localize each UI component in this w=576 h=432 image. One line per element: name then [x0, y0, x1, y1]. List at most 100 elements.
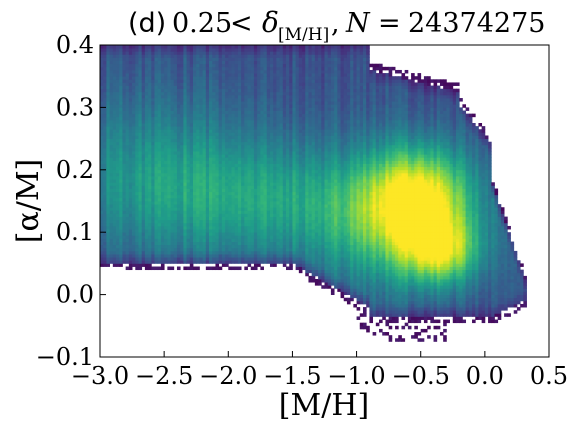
heatmap-cell	[292, 182, 297, 186]
heatmap-cell	[100, 219, 104, 224]
heatmap-cell	[167, 207, 171, 211]
heatmap-cell	[212, 85, 216, 90]
heatmap-cell	[282, 225, 287, 230]
heatmap-cell	[199, 138, 204, 143]
heatmap-cell	[176, 113, 181, 118]
heatmap-cell	[173, 160, 178, 164]
heatmap-cell	[151, 225, 155, 230]
heatmap-cell	[318, 194, 322, 199]
heatmap-cell	[100, 166, 104, 171]
heatmap-cell	[244, 88, 248, 93]
heatmap-cell	[321, 160, 325, 164]
heatmap-cell	[263, 225, 268, 230]
heatmap-cell	[125, 185, 130, 189]
heatmap-cell	[176, 138, 181, 143]
heatmap-cell	[215, 147, 220, 152]
heatmap-cell	[151, 250, 155, 255]
heatmap-cell	[302, 69, 306, 74]
heatmap-cell	[141, 147, 146, 152]
heatmap-cell	[289, 204, 293, 208]
heatmap-cell	[257, 144, 261, 149]
heatmap-cell	[103, 201, 107, 205]
heatmap-cell	[244, 129, 248, 133]
heatmap-cell	[202, 48, 207, 52]
heatmap-cell	[279, 172, 284, 177]
heatmap-cell	[164, 194, 168, 199]
heatmap-cell	[273, 163, 277, 168]
heatmap-cell	[109, 235, 114, 239]
heatmap-cell	[116, 169, 120, 174]
heatmap-cell	[289, 85, 293, 90]
heatmap-cell	[318, 219, 322, 224]
heatmap-cell	[180, 247, 184, 252]
heatmap-cell	[189, 263, 194, 267]
heatmap-cell	[215, 48, 220, 52]
heatmap-cell	[157, 169, 162, 174]
heatmap-cell	[221, 250, 226, 255]
heatmap-cell	[132, 254, 136, 258]
heatmap-cell	[157, 147, 162, 152]
heatmap-cell	[151, 94, 155, 99]
heatmap-cell	[257, 163, 261, 168]
heatmap-cell	[122, 132, 127, 136]
heatmap-cell	[282, 98, 287, 102]
heatmap-cell	[260, 85, 264, 90]
heatmap-cell	[321, 229, 325, 233]
heatmap-cell	[260, 98, 264, 102]
heatmap-cell	[138, 154, 143, 158]
heatmap-cell	[286, 154, 290, 158]
heatmap-cell	[164, 250, 168, 255]
heatmap-cell	[148, 94, 152, 99]
heatmap-cell	[138, 76, 143, 80]
heatmap-cell	[103, 144, 107, 149]
heatmap-cell	[151, 213, 155, 217]
heatmap-cell	[112, 210, 117, 214]
heatmap-cell	[257, 60, 261, 65]
heatmap-cell	[234, 244, 239, 249]
heatmap-cell	[282, 263, 287, 267]
heatmap-cell	[247, 244, 252, 249]
heatmap-cell	[237, 141, 242, 146]
heatmap-cell	[279, 191, 284, 196]
heatmap-cell	[154, 191, 159, 196]
heatmap-cell	[286, 182, 290, 186]
heatmap-cell	[225, 82, 229, 86]
heatmap-cell	[253, 250, 258, 255]
heatmap-cell	[170, 110, 175, 115]
heatmap-cell	[253, 163, 258, 168]
heatmap-cell	[212, 151, 216, 155]
heatmap-cell	[193, 116, 197, 121]
heatmap-cell	[122, 254, 127, 258]
heatmap-cell	[289, 232, 293, 236]
heatmap-cell	[193, 85, 197, 90]
heatmap-cell	[144, 110, 149, 115]
heatmap-cell	[237, 119, 242, 124]
heatmap-cell	[286, 250, 290, 255]
heatmap-cell	[141, 135, 146, 139]
heatmap-cell	[225, 119, 229, 124]
heatmap-cell	[144, 163, 149, 168]
heatmap-cell	[241, 185, 245, 189]
heatmap-cell	[112, 45, 117, 49]
heatmap-cell	[212, 116, 216, 121]
heatmap-cell	[189, 235, 194, 239]
heatmap-cell	[106, 154, 111, 158]
heatmap-cell	[173, 141, 178, 146]
heatmap-cell	[160, 213, 165, 217]
heatmap-cell	[157, 123, 162, 127]
heatmap-cell	[289, 257, 293, 261]
heatmap-cell	[263, 222, 268, 227]
heatmap-cell	[135, 147, 139, 152]
heatmap-cell	[112, 154, 117, 158]
heatmap-cell	[132, 91, 136, 96]
heatmap-cell	[189, 244, 194, 249]
heatmap-cell	[221, 82, 226, 86]
heatmap-cell	[106, 207, 111, 211]
heatmap-cell	[231, 98, 236, 102]
heatmap-cell	[116, 244, 120, 249]
heatmap-cell	[135, 229, 139, 233]
heatmap-cell	[218, 247, 223, 252]
heatmap-cell	[173, 69, 178, 74]
heatmap-cell	[311, 154, 316, 158]
heatmap-cell	[311, 188, 316, 193]
